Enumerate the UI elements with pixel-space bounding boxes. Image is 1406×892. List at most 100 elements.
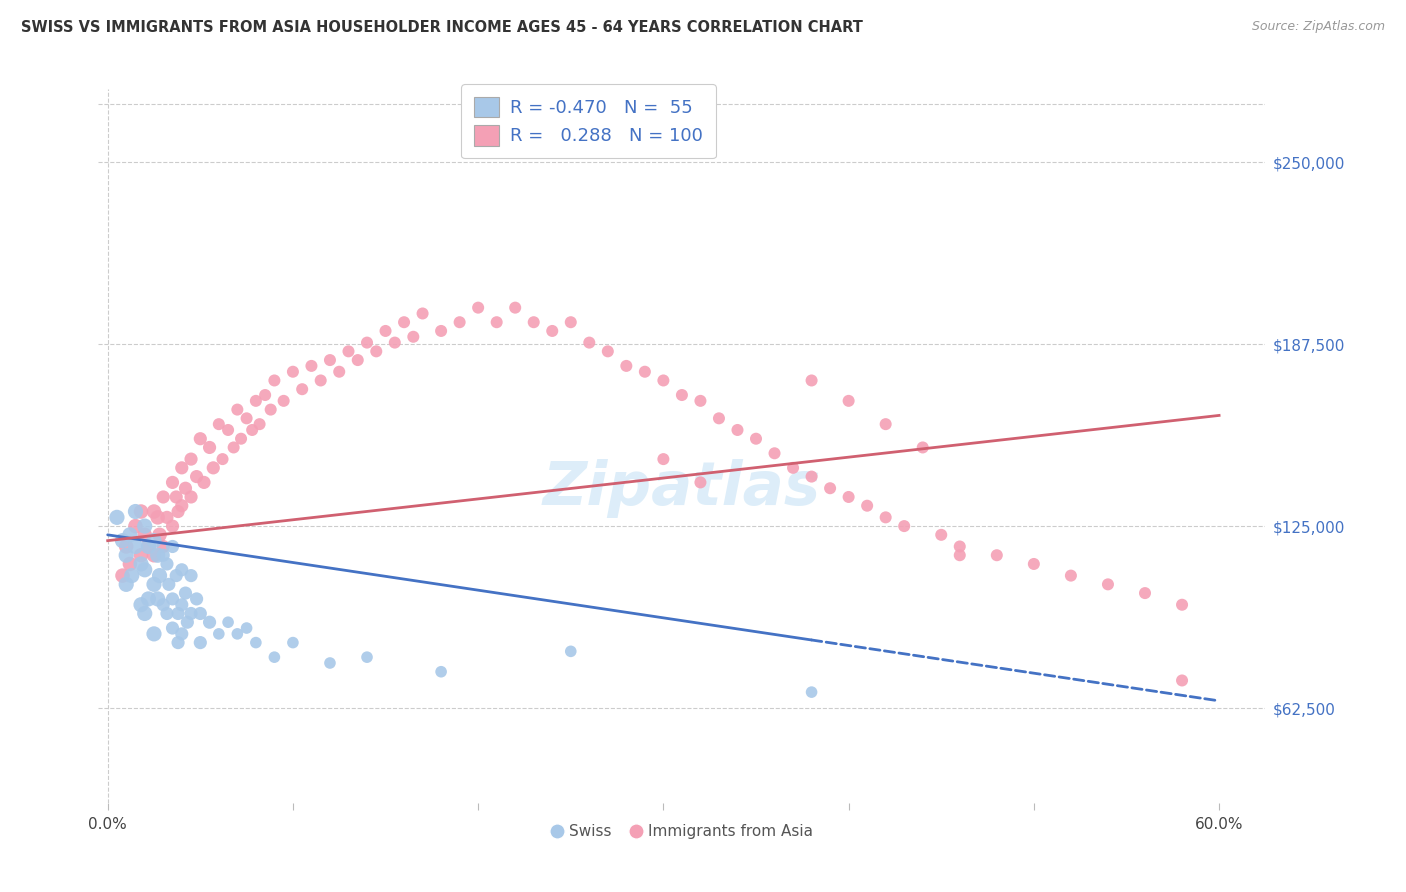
Point xyxy=(198,615,221,630)
Point xyxy=(156,607,179,621)
Point xyxy=(180,568,202,582)
Point xyxy=(180,452,202,467)
Point xyxy=(188,432,211,446)
Point xyxy=(188,635,211,649)
Point xyxy=(148,528,170,542)
Point xyxy=(202,460,225,475)
Point xyxy=(129,557,152,571)
Point xyxy=(167,635,190,649)
Point xyxy=(146,510,169,524)
Point xyxy=(115,540,138,554)
Point xyxy=(430,665,453,679)
Point xyxy=(143,627,166,641)
Point xyxy=(893,519,915,533)
Point xyxy=(875,510,897,524)
Point xyxy=(226,627,249,641)
Point xyxy=(875,417,897,432)
Point xyxy=(162,475,184,490)
Point xyxy=(578,335,600,350)
Point xyxy=(134,519,156,533)
Point xyxy=(245,635,267,649)
Point xyxy=(208,417,231,432)
Point xyxy=(167,504,190,518)
Point xyxy=(291,382,314,396)
Point xyxy=(118,528,141,542)
Point xyxy=(152,548,174,562)
Legend: Swiss, Immigrants from Asia: Swiss, Immigrants from Asia xyxy=(544,818,820,845)
Point xyxy=(162,519,184,533)
Point xyxy=(105,510,128,524)
Point xyxy=(143,504,166,518)
Point xyxy=(211,452,233,467)
Point xyxy=(124,504,146,518)
Point xyxy=(170,499,193,513)
Point xyxy=(1060,568,1083,582)
Point xyxy=(222,441,245,455)
Point xyxy=(541,324,564,338)
Point xyxy=(193,475,215,490)
Point xyxy=(949,548,972,562)
Point xyxy=(162,591,184,606)
Point xyxy=(152,540,174,554)
Point xyxy=(652,452,675,467)
Point xyxy=(165,568,187,582)
Point xyxy=(146,591,169,606)
Point xyxy=(281,365,304,379)
Point xyxy=(614,359,637,373)
Point xyxy=(138,540,160,554)
Point xyxy=(356,335,378,350)
Point xyxy=(260,402,283,417)
Point xyxy=(1097,577,1119,591)
Point xyxy=(986,548,1008,562)
Point xyxy=(245,393,267,408)
Point xyxy=(634,365,657,379)
Point xyxy=(560,315,582,329)
Point xyxy=(949,540,972,554)
Point xyxy=(1171,598,1194,612)
Point xyxy=(157,577,180,591)
Point xyxy=(763,446,786,460)
Point xyxy=(240,423,263,437)
Point xyxy=(180,490,202,504)
Point xyxy=(118,557,141,571)
Point xyxy=(1022,557,1045,571)
Point xyxy=(782,460,804,475)
Point xyxy=(143,548,166,562)
Point xyxy=(596,344,619,359)
Point xyxy=(134,607,156,621)
Point xyxy=(707,411,730,425)
Point xyxy=(671,388,693,402)
Point xyxy=(281,635,304,649)
Point xyxy=(235,411,257,425)
Point xyxy=(328,365,350,379)
Point xyxy=(727,423,749,437)
Point xyxy=(129,504,152,518)
Point xyxy=(800,685,823,699)
Point xyxy=(800,374,823,388)
Point xyxy=(152,598,174,612)
Point xyxy=(180,607,202,621)
Point xyxy=(217,423,239,437)
Point xyxy=(143,533,166,548)
Point xyxy=(689,475,711,490)
Point xyxy=(337,344,360,359)
Point xyxy=(115,577,138,591)
Point xyxy=(226,402,249,417)
Point xyxy=(652,374,675,388)
Point xyxy=(838,393,860,408)
Point xyxy=(1171,673,1194,688)
Point xyxy=(176,615,198,630)
Point xyxy=(319,353,342,368)
Point xyxy=(560,644,582,658)
Point xyxy=(134,563,156,577)
Point xyxy=(485,315,508,329)
Point xyxy=(273,393,295,408)
Point xyxy=(402,330,425,344)
Point xyxy=(503,301,526,315)
Point xyxy=(129,598,152,612)
Point xyxy=(188,607,211,621)
Point xyxy=(146,548,169,562)
Point xyxy=(412,306,434,320)
Text: Source: ZipAtlas.com: Source: ZipAtlas.com xyxy=(1251,20,1385,33)
Point xyxy=(198,441,221,455)
